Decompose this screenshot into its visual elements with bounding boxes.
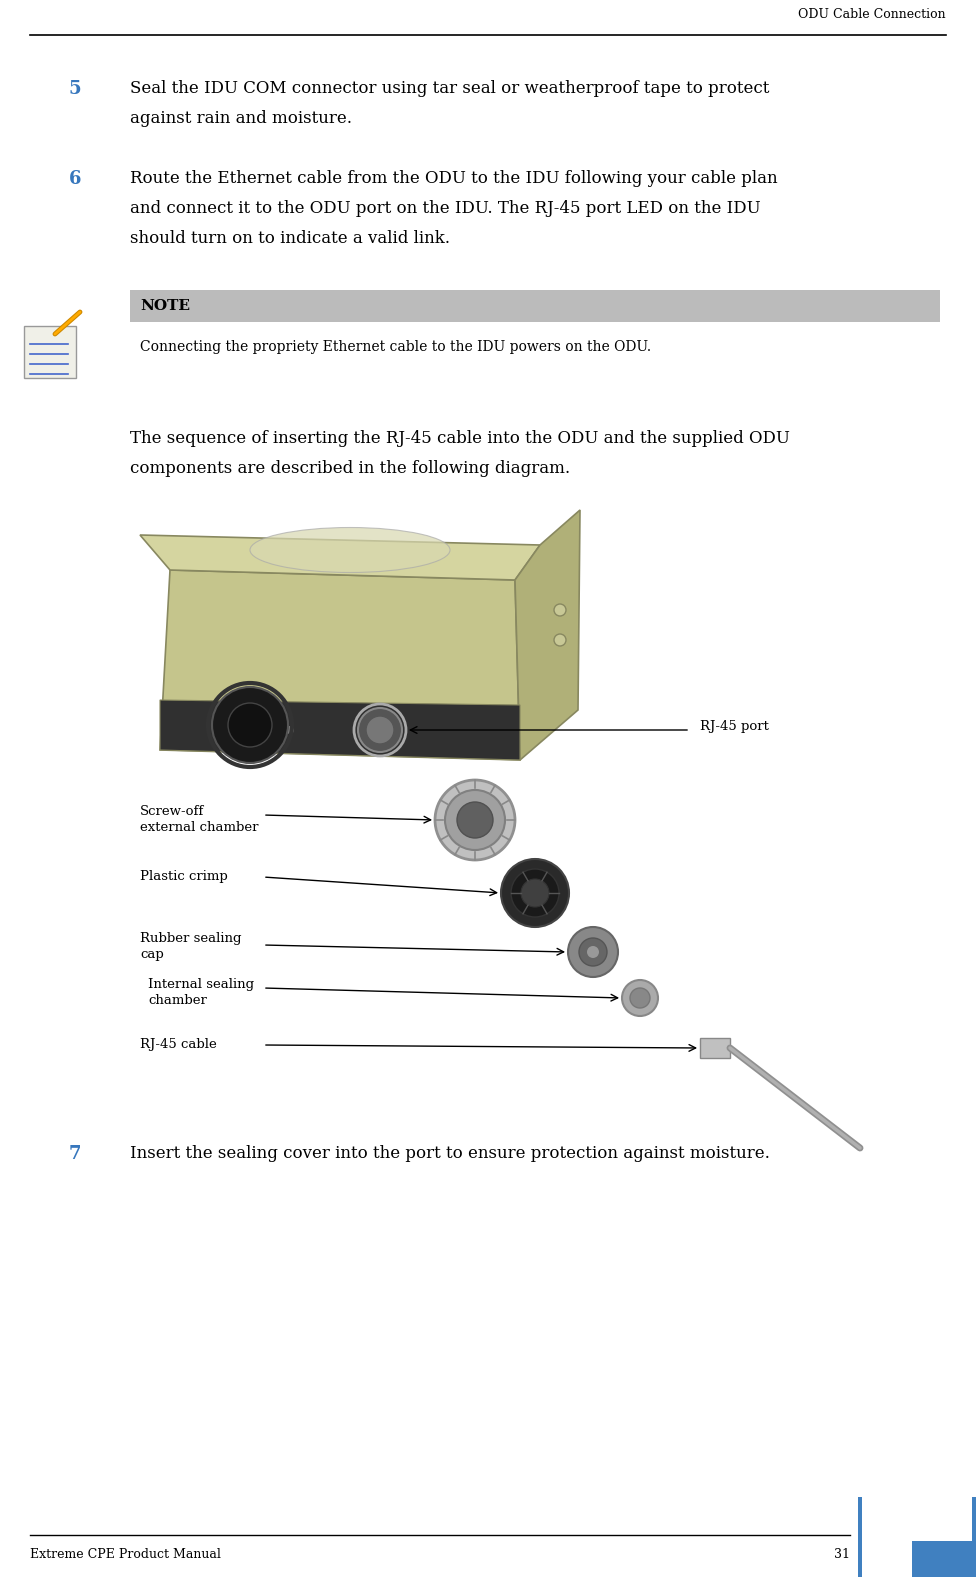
- Circle shape: [445, 790, 505, 850]
- Text: NOTE: NOTE: [140, 300, 190, 312]
- Circle shape: [501, 859, 569, 927]
- Ellipse shape: [250, 527, 450, 572]
- Bar: [700, 1038, 730, 1058]
- Circle shape: [554, 604, 566, 617]
- Text: RJ-45 port: RJ-45 port: [700, 721, 769, 733]
- Text: Internal sealing
chamber: Internal sealing chamber: [148, 978, 254, 1008]
- Text: Connecting the propriety Ethernet cable to the IDU powers on the ODU.: Connecting the propriety Ethernet cable …: [140, 341, 651, 353]
- Text: Extreme CPE Product Manual: Extreme CPE Product Manual: [30, 1549, 221, 1561]
- Circle shape: [435, 781, 515, 859]
- Polygon shape: [160, 569, 520, 760]
- Circle shape: [212, 688, 288, 763]
- Circle shape: [511, 869, 559, 916]
- Text: ODU Cable Connection: ODU Cable Connection: [798, 8, 946, 22]
- Text: components are described in the following diagram.: components are described in the followin…: [130, 460, 570, 476]
- Circle shape: [630, 989, 650, 1008]
- Text: Insert the sealing cover into the port to ensure protection against moisture.: Insert the sealing cover into the port t…: [130, 1145, 770, 1162]
- Bar: [24, 326, 76, 378]
- Text: Plastic crimp: Plastic crimp: [140, 871, 227, 883]
- Text: and connect it to the ODU port on the IDU. The RJ-45 port LED on the IDU: and connect it to the ODU port on the ID…: [130, 200, 760, 218]
- Bar: [858, 1497, 976, 1577]
- Circle shape: [587, 946, 599, 957]
- Circle shape: [521, 878, 549, 907]
- Circle shape: [554, 634, 566, 647]
- Circle shape: [457, 803, 493, 837]
- Polygon shape: [160, 700, 520, 760]
- Bar: [862, 1497, 972, 1541]
- Circle shape: [358, 708, 402, 752]
- Circle shape: [622, 979, 658, 1016]
- Text: Seal the IDU COM connector using tar seal or weatherproof tape to protect: Seal the IDU COM connector using tar sea…: [130, 80, 769, 98]
- Circle shape: [579, 938, 607, 967]
- Text: against rain and moisture.: against rain and moisture.: [130, 110, 352, 128]
- Bar: [862, 1541, 912, 1577]
- Circle shape: [568, 927, 618, 978]
- Circle shape: [226, 725, 234, 733]
- Polygon shape: [515, 509, 580, 760]
- Text: RJ-45 cable: RJ-45 cable: [140, 1038, 217, 1050]
- Text: Rubber sealing
cap: Rubber sealing cap: [140, 932, 241, 960]
- Circle shape: [366, 716, 394, 744]
- Circle shape: [286, 725, 294, 733]
- Text: 5: 5: [68, 80, 81, 98]
- Circle shape: [256, 725, 264, 733]
- Text: Route the Ethernet cable from the ODU to the IDU following your cable plan: Route the Ethernet cable from the ODU to…: [130, 170, 778, 188]
- Polygon shape: [140, 535, 540, 580]
- Text: The sequence of inserting the RJ-45 cable into the ODU and the supplied ODU: The sequence of inserting the RJ-45 cabl…: [130, 431, 790, 446]
- Text: 7: 7: [68, 1145, 81, 1162]
- Bar: [130, 290, 940, 322]
- Text: 6: 6: [68, 170, 81, 188]
- Text: 31: 31: [834, 1549, 850, 1561]
- Text: Screw-off
external chamber: Screw-off external chamber: [140, 804, 259, 834]
- Text: should turn on to indicate a valid link.: should turn on to indicate a valid link.: [130, 230, 450, 248]
- Circle shape: [228, 703, 272, 747]
